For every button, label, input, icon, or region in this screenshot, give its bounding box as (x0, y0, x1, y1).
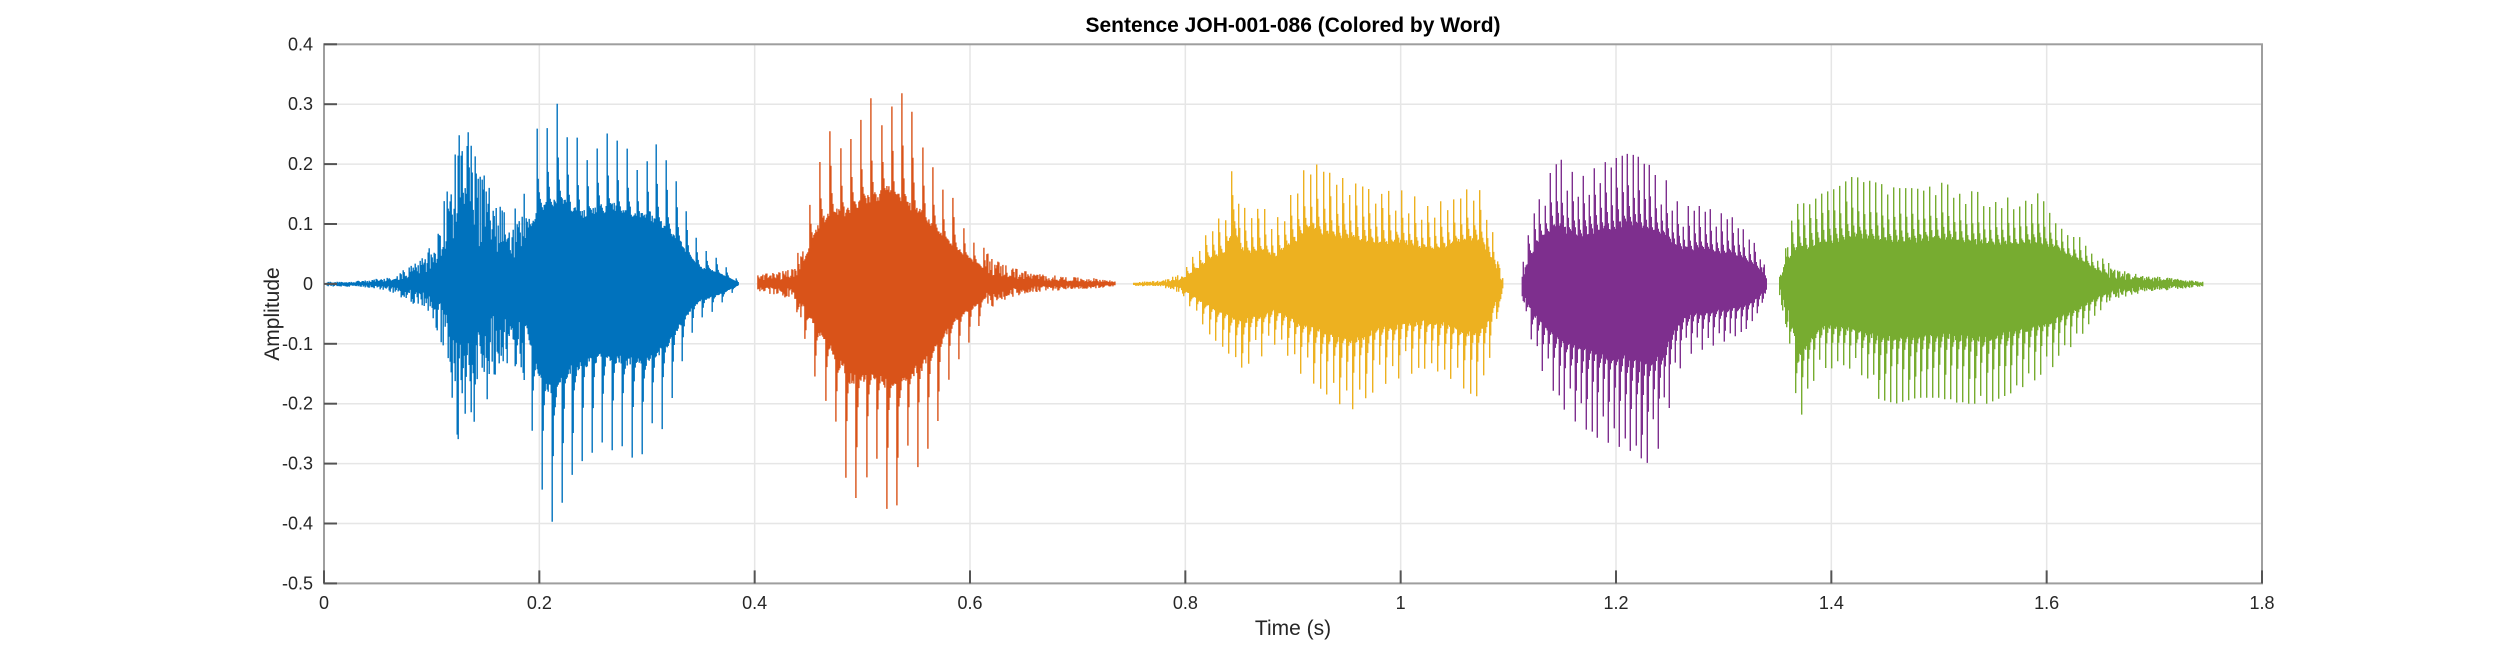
y-axis-label: Amplitude (261, 267, 284, 361)
x-tick-label: 1.6 (2034, 593, 2059, 613)
y-tick-label: 0.1 (288, 214, 313, 234)
waveform-word-5 (1779, 177, 2204, 415)
y-tick-label: 0.2 (288, 154, 313, 174)
chart-title: Sentence JOH-001-086 (Colored by Word) (1085, 14, 1501, 37)
y-tick-label: 0.4 (288, 34, 313, 54)
y-tick-label: -0.2 (282, 394, 313, 414)
waveform-word-2 (757, 93, 1116, 509)
x-tick-label: 1.4 (1819, 593, 1844, 613)
x-tick-label: 0.6 (957, 593, 982, 613)
x-tick-label: 0.2 (527, 593, 552, 613)
x-tick-label: 1.2 (1603, 593, 1628, 613)
y-tick-label: -0.1 (282, 334, 313, 354)
waveform-word-4 (1521, 153, 1767, 463)
x-tick-label: 0.8 (1173, 593, 1198, 613)
x-tick-label: 0.4 (742, 593, 767, 613)
y-tick-label: -0.4 (282, 514, 313, 534)
x-tick-label: 0 (319, 593, 329, 613)
x-tick-label: 1.8 (2249, 593, 2274, 613)
x-axis-label: Time (s) (1254, 617, 1332, 640)
y-tick-label: 0 (303, 274, 313, 294)
waveform-word-1 (326, 103, 739, 522)
y-tick-label: 0.3 (288, 94, 313, 114)
y-tick-label: -0.3 (282, 454, 313, 474)
axes-box (323, 43, 2263, 585)
waveform-word-3 (1133, 164, 1504, 410)
x-tick-label: 1 (1396, 593, 1406, 613)
y-tick-label: -0.5 (282, 573, 313, 593)
